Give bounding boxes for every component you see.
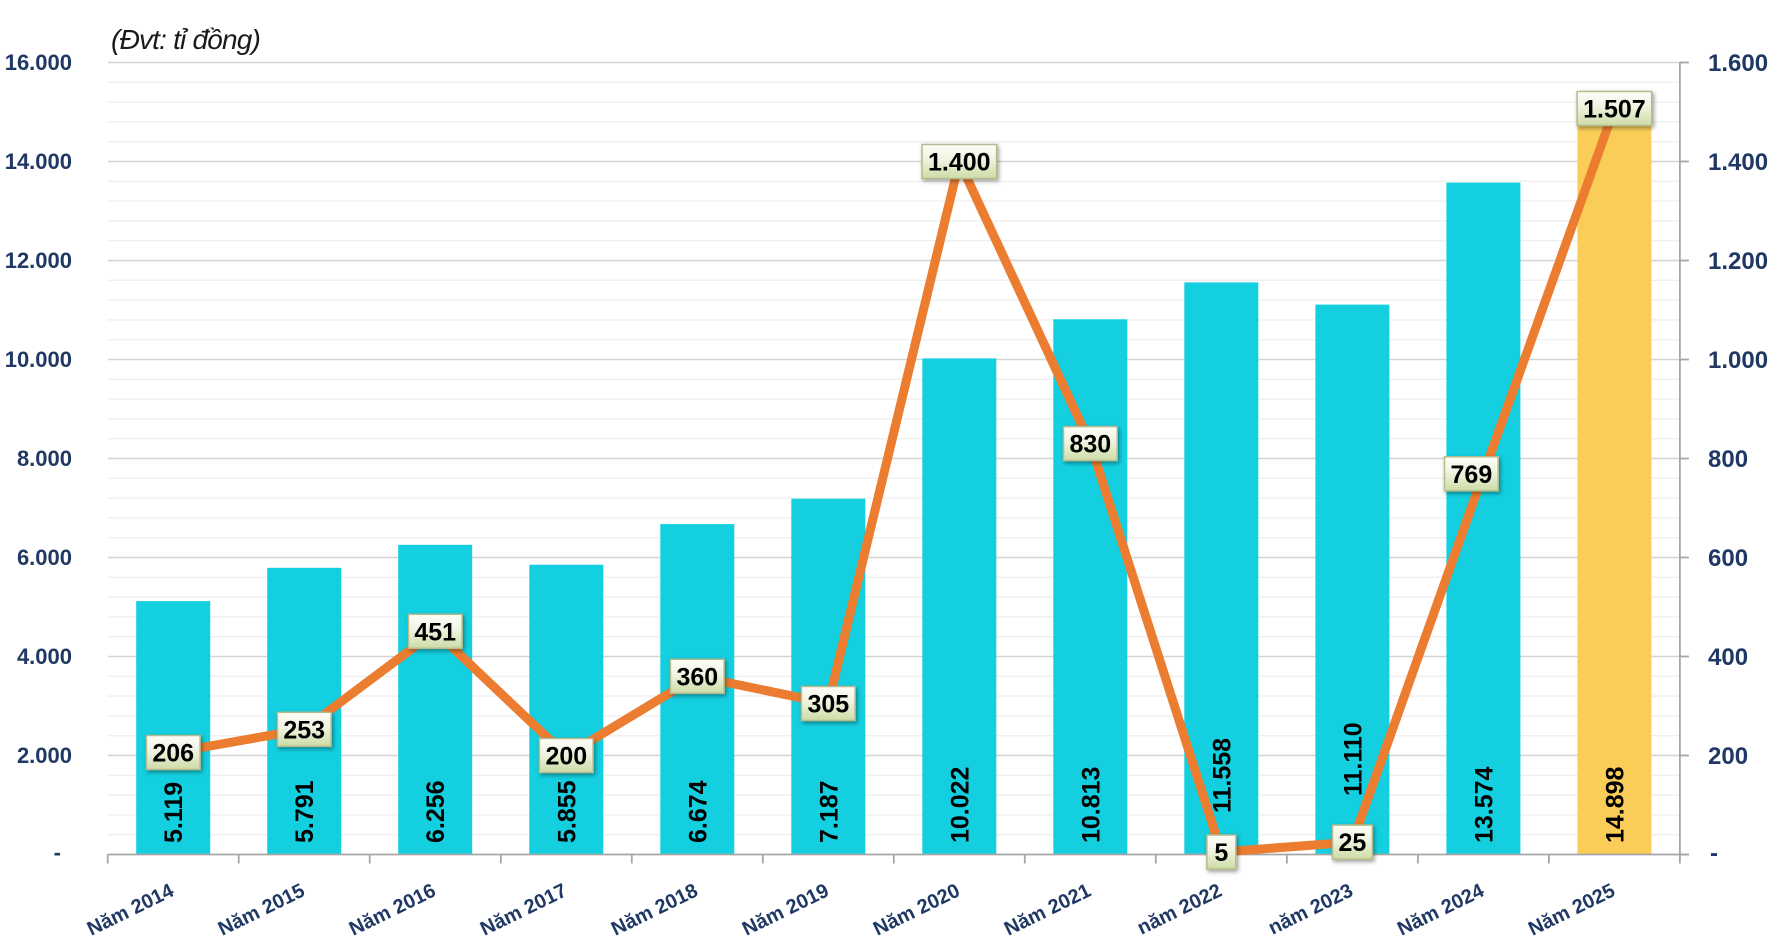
svg-text:206: 206	[152, 740, 194, 768]
svg-text:800: 800	[1708, 446, 1748, 473]
svg-text:5.855: 5.855	[553, 780, 581, 843]
svg-text:769: 769	[1451, 461, 1493, 489]
svg-text:11.110: 11.110	[1339, 722, 1367, 796]
svg-text:2.000: 2.000	[17, 743, 72, 768]
svg-text:5.119: 5.119	[160, 782, 188, 843]
svg-text:6.256: 6.256	[422, 780, 450, 843]
svg-text:-: -	[54, 840, 61, 865]
svg-text:200: 200	[545, 743, 587, 771]
svg-text:1.400: 1.400	[1708, 149, 1768, 176]
svg-text:16.000: 16.000	[5, 50, 72, 75]
svg-text:1.507: 1.507	[1583, 96, 1646, 124]
svg-text:(Đvt: tỉ đồng): (Đvt: tỉ đồng)	[111, 24, 260, 55]
svg-text:200: 200	[1708, 743, 1748, 770]
svg-text:8.000: 8.000	[17, 446, 72, 471]
svg-text:360: 360	[676, 663, 718, 691]
svg-text:1.600: 1.600	[1708, 50, 1768, 77]
svg-text:14.000: 14.000	[5, 149, 72, 174]
svg-text:1.200: 1.200	[1708, 248, 1768, 275]
svg-text:1.000: 1.000	[1708, 347, 1768, 374]
svg-text:6.674: 6.674	[684, 780, 712, 843]
svg-text:25: 25	[1338, 829, 1366, 857]
svg-text:253: 253	[283, 716, 325, 744]
svg-text:14.898: 14.898	[1601, 766, 1629, 843]
svg-text:10.813: 10.813	[1077, 767, 1105, 843]
svg-text:4.000: 4.000	[17, 644, 72, 669]
svg-text:451: 451	[414, 618, 456, 646]
svg-text:6.000: 6.000	[17, 545, 72, 570]
svg-text:13.574: 13.574	[1470, 766, 1498, 843]
svg-text:7.187: 7.187	[815, 780, 843, 843]
svg-text:10.000: 10.000	[5, 347, 72, 372]
svg-text:10.022: 10.022	[946, 767, 974, 843]
svg-text:-: -	[1710, 840, 1718, 867]
svg-text:12.000: 12.000	[5, 248, 72, 273]
svg-text:305: 305	[807, 691, 849, 719]
svg-text:830: 830	[1069, 431, 1111, 459]
svg-text:400: 400	[1708, 644, 1748, 671]
svg-text:5.791: 5.791	[291, 780, 319, 843]
svg-text:1.400: 1.400	[928, 149, 991, 177]
svg-text:600: 600	[1708, 545, 1748, 572]
svg-text:5: 5	[1214, 839, 1228, 867]
svg-text:11.558: 11.558	[1208, 738, 1236, 813]
